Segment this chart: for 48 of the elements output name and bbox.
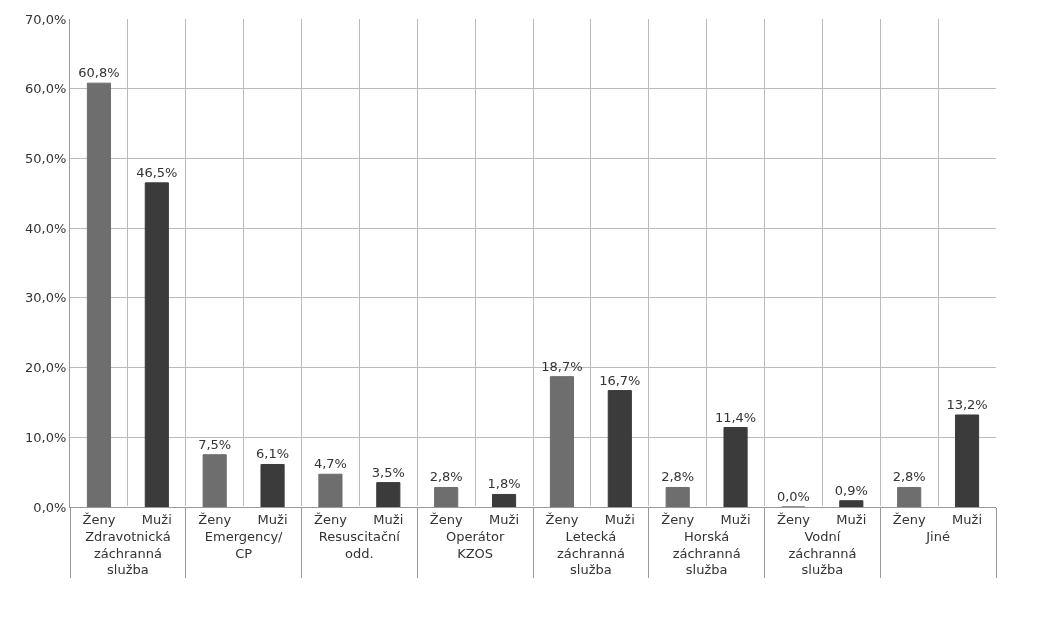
- y-tick-label: 30,0%: [25, 290, 67, 306]
- data-label: 2,8%: [892, 469, 926, 485]
- x-tick-label: Zdravotnická záchranná služba: [85, 528, 171, 578]
- data-label: 11,4%: [714, 409, 757, 425]
- data-label: 0,0%: [776, 489, 810, 504]
- text: Ženy: [198, 511, 232, 527]
- x-tick-label: Jiné: [925, 528, 950, 544]
- data-label: 18,7%: [541, 358, 583, 374]
- x-tick-label: Resuscitační odd.: [318, 528, 401, 561]
- data-label: 0,9%: [834, 482, 868, 498]
- x-tick-label: Vodní záchranná služba: [788, 528, 857, 578]
- x-tick-label: Operátor KZOS: [446, 528, 505, 561]
- data-label: 2,8%: [429, 469, 463, 485]
- x-tick-label: Emergency/ CP: [204, 528, 284, 561]
- text: Muži: [604, 511, 635, 527]
- data-label: 7,5%: [198, 436, 232, 452]
- data-label: 46,5%: [136, 164, 178, 180]
- data-label: 16,7%: [599, 372, 641, 388]
- x-tick-label: Letecká záchranná služba: [556, 528, 625, 578]
- text: Ženy: [661, 511, 695, 527]
- series-label: Muži: [141, 511, 172, 527]
- text: Muži: [373, 511, 404, 527]
- data-label: 13,2%: [946, 396, 988, 412]
- y-tick-label: 0,0%: [33, 499, 67, 515]
- text: Muži: [257, 511, 288, 527]
- data-label: 60,8%: [78, 65, 120, 81]
- y-tick-label: 20,0%: [25, 360, 67, 376]
- text: Ženy: [314, 511, 347, 527]
- y-tick-label: 10,0%: [25, 429, 67, 445]
- text: Ženy: [777, 511, 810, 527]
- text: Ženy: [429, 511, 463, 527]
- data-label: 3,5%: [371, 464, 405, 480]
- x-tick-label: Horská záchranná služba: [672, 528, 741, 578]
- y-tick-label: 40,0%: [25, 220, 67, 236]
- text: Muži: [720, 511, 751, 527]
- data-label: 1,8%: [487, 476, 521, 492]
- data-label: 2,8%: [661, 469, 695, 485]
- y-tick-label: 60,0%: [25, 81, 67, 97]
- data-label: 6,1%: [256, 446, 290, 462]
- text: Ženy: [545, 511, 579, 527]
- text: Muži: [952, 511, 983, 527]
- text: Muži: [489, 511, 520, 527]
- series-label: Ženy: [82, 511, 116, 527]
- y-tick-label: 50,0%: [25, 150, 67, 166]
- data-label: 4,7%: [313, 456, 347, 472]
- text: Ženy: [892, 511, 926, 527]
- y-tick-label: 70,0%: [25, 11, 67, 27]
- text: Muži: [836, 511, 867, 527]
